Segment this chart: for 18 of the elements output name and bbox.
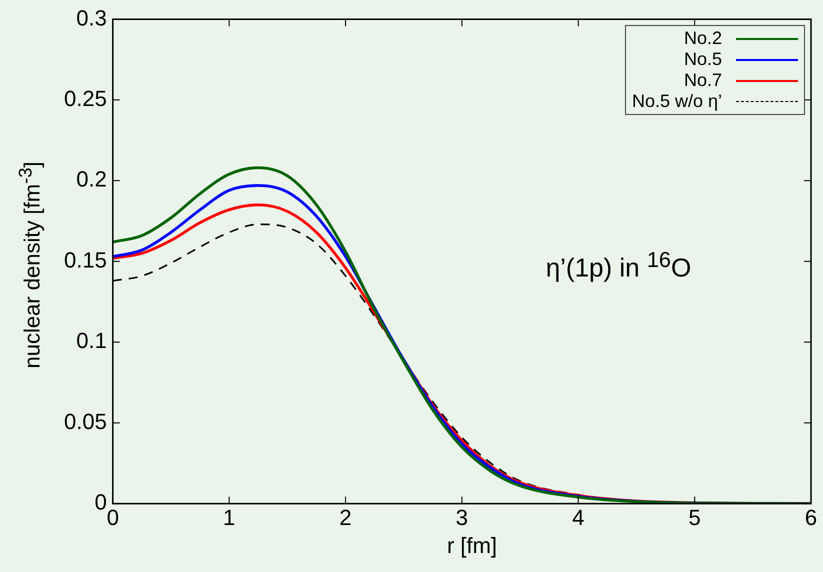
y-tick-label: 0.1 [76,328,107,354]
x-tick-label: 1 [223,504,236,530]
x-tick-label: 6 [804,504,818,530]
y-tick-label: 0.05 [64,408,107,434]
x-tick-label: 5 [688,504,701,530]
y-tick-label: 0.15 [64,247,107,272]
legend-label: No.5 [684,49,722,70]
x-tick-label: 2 [339,504,352,530]
annotation: η’(1p) in $^{16}$O [546,246,692,284]
legend-label: No.5 w/o η’ [632,91,722,112]
y-tick-label: 0.25 [64,86,107,111]
x-tick-label: 4 [572,504,584,530]
y-tick-label: 0.2 [76,166,107,192]
x-tick-label: 3 [456,504,468,530]
legend-label: No.2 [684,28,722,50]
x-axis-title: r [fm] [446,533,498,559]
legend-label: No.7 [684,70,722,92]
y-tick-label: 0.3 [76,5,107,30]
